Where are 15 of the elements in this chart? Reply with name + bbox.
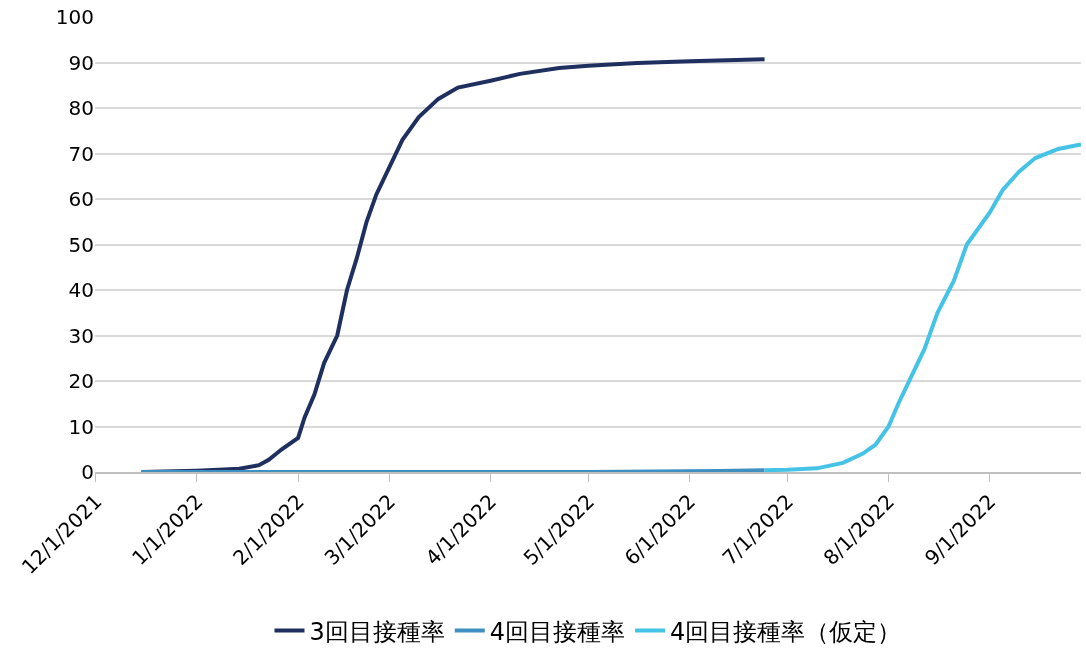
y-tick-label: 70: [68, 141, 94, 166]
y-tick-label: 30: [68, 323, 94, 348]
legend-label: 4回目接種率（仮定）: [670, 617, 902, 646]
y-tick-label: 20: [68, 369, 94, 393]
y-tick-label: 60: [68, 187, 94, 211]
y-tick-label: 100: [55, 5, 94, 29]
legend-label: 3回目接種率: [309, 617, 445, 646]
legend-label: 4回目接種率: [489, 617, 626, 646]
y-tick-label: 10: [68, 414, 94, 439]
y-tick-label: 90: [68, 50, 94, 75]
y-tick-label: 0: [81, 460, 94, 484]
y-tick-label: 80: [68, 96, 94, 120]
y-tick-label: 50: [68, 232, 94, 257]
y-tick-label: 40: [68, 278, 94, 302]
line-series: [762, 142, 1081, 472]
